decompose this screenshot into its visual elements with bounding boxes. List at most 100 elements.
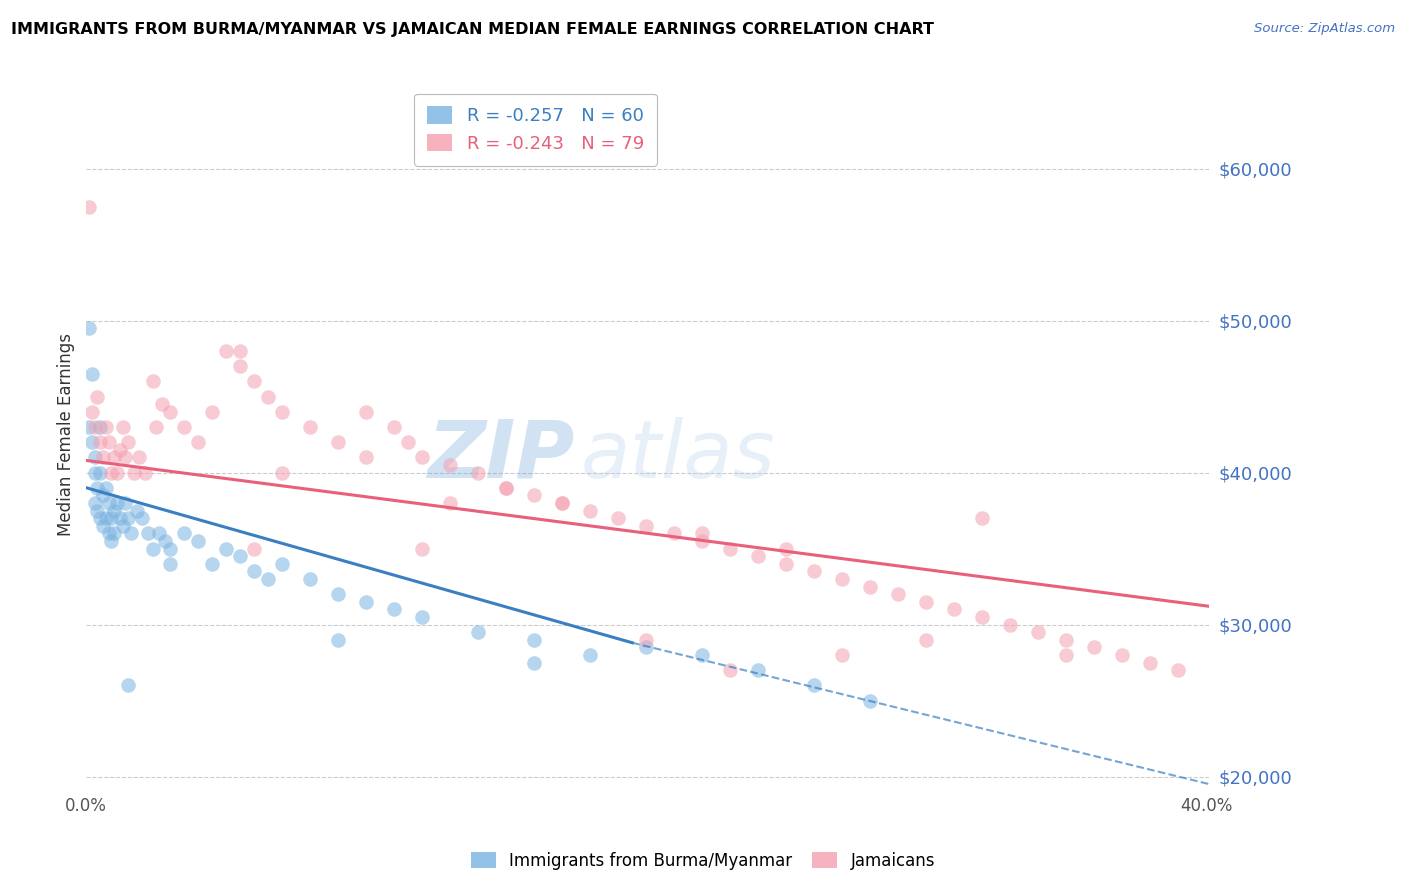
Point xyxy=(97,526,120,541)
Point xyxy=(692,526,714,541)
Point xyxy=(142,541,165,556)
Point xyxy=(173,526,195,541)
Point xyxy=(467,466,489,480)
Point xyxy=(80,367,103,381)
Point xyxy=(128,450,150,465)
Point xyxy=(153,533,176,548)
Point xyxy=(89,420,111,434)
Point xyxy=(1054,632,1077,647)
Point xyxy=(131,511,153,525)
Point xyxy=(271,405,294,419)
Point xyxy=(775,541,797,556)
Point xyxy=(122,466,145,480)
Point xyxy=(972,610,994,624)
Point xyxy=(111,420,134,434)
Point xyxy=(105,466,128,480)
Point xyxy=(607,511,630,525)
Point xyxy=(664,526,686,541)
Point xyxy=(150,397,173,411)
Point xyxy=(159,405,181,419)
Point xyxy=(229,343,252,358)
Point xyxy=(173,420,195,434)
Point xyxy=(439,496,461,510)
Point xyxy=(299,572,322,586)
Point xyxy=(145,420,167,434)
Point xyxy=(97,435,120,450)
Point xyxy=(382,602,405,616)
Point xyxy=(1139,656,1161,670)
Point xyxy=(83,466,105,480)
Point xyxy=(803,678,825,692)
Point xyxy=(243,565,266,579)
Point xyxy=(80,405,103,419)
Point xyxy=(117,435,139,450)
Point xyxy=(187,435,209,450)
Point xyxy=(103,526,125,541)
Point xyxy=(134,466,156,480)
Point xyxy=(117,678,139,692)
Point xyxy=(125,503,148,517)
Point xyxy=(215,343,238,358)
Point xyxy=(1026,625,1049,640)
Point xyxy=(91,488,114,502)
Point xyxy=(108,442,131,457)
Point xyxy=(943,602,966,616)
Point xyxy=(97,496,120,510)
Point xyxy=(1000,617,1022,632)
Text: IMMIGRANTS FROM BURMA/MYANMAR VS JAMAICAN MEDIAN FEMALE EARNINGS CORRELATION CHA: IMMIGRANTS FROM BURMA/MYANMAR VS JAMAICA… xyxy=(11,22,934,37)
Point xyxy=(859,693,882,707)
Point xyxy=(747,549,769,563)
Point xyxy=(100,533,122,548)
Point xyxy=(356,405,378,419)
Point xyxy=(117,511,139,525)
Point xyxy=(94,481,117,495)
Point xyxy=(100,466,122,480)
Point xyxy=(1111,648,1133,662)
Point xyxy=(859,580,882,594)
Point xyxy=(114,496,136,510)
Point xyxy=(120,526,142,541)
Point xyxy=(636,518,658,533)
Point xyxy=(1083,640,1105,655)
Point xyxy=(692,533,714,548)
Text: Source: ZipAtlas.com: Source: ZipAtlas.com xyxy=(1254,22,1395,36)
Point xyxy=(89,466,111,480)
Point xyxy=(1054,648,1077,662)
Point xyxy=(201,405,224,419)
Point xyxy=(86,503,108,517)
Point xyxy=(915,632,938,647)
Point xyxy=(551,496,574,510)
Point xyxy=(551,496,574,510)
Point xyxy=(718,541,741,556)
Point xyxy=(523,656,546,670)
Point xyxy=(91,450,114,465)
Point xyxy=(523,632,546,647)
Point xyxy=(80,435,103,450)
Point xyxy=(100,511,122,525)
Point xyxy=(103,503,125,517)
Point xyxy=(77,200,100,214)
Point xyxy=(142,375,165,389)
Point xyxy=(94,511,117,525)
Point xyxy=(328,587,350,601)
Point xyxy=(105,496,128,510)
Point xyxy=(159,541,181,556)
Point xyxy=(356,450,378,465)
Point xyxy=(201,557,224,571)
Point xyxy=(382,420,405,434)
Point xyxy=(718,663,741,677)
Point xyxy=(636,640,658,655)
Point xyxy=(91,518,114,533)
Point xyxy=(257,390,280,404)
Point xyxy=(467,625,489,640)
Point xyxy=(328,632,350,647)
Point xyxy=(229,549,252,563)
Point xyxy=(692,648,714,662)
Point xyxy=(439,458,461,472)
Point xyxy=(271,466,294,480)
Point xyxy=(83,450,105,465)
Point xyxy=(159,557,181,571)
Point xyxy=(831,648,853,662)
Point xyxy=(243,541,266,556)
Point xyxy=(108,511,131,525)
